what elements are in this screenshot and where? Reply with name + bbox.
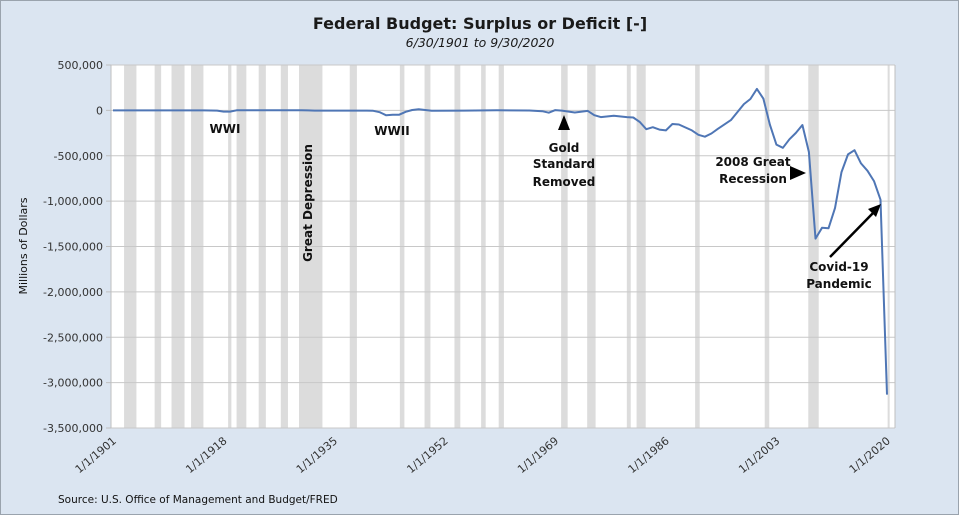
covid-arrow-icon [868, 204, 881, 217]
annotation-great-recession-line2: Recession [719, 172, 787, 186]
x-tick-label: 1/1/1935 [294, 434, 340, 476]
annotation-covid-line1: Covid-19 [809, 260, 868, 274]
x-tick-label: 1/1/2020 [847, 434, 893, 476]
y-tick-label: -3,000,000 [43, 377, 103, 390]
series-line-surplus-deficit [113, 87, 888, 395]
annotation-gold-standard-line2: Standard [533, 157, 595, 171]
covid-arrow-line [829, 210, 876, 258]
x-tick-label: 1/1/2003 [736, 434, 782, 476]
annotation-wwii: WWII [374, 124, 409, 138]
x-tick-label: 1/1/1969 [515, 434, 561, 476]
source-note: Source: U.S. Office of Management and Bu… [58, 494, 338, 506]
annotation-gold-standard-line3: Removed [533, 175, 596, 189]
y-tick-label: -2,500,000 [43, 331, 103, 344]
y-axis-ticks: 500,000 0 -500,000 -1,000,000 -1,500,000 -2,0… [43, 59, 111, 435]
great-recession-arrow-icon [790, 166, 806, 180]
x-tick-label: 1/1/1952 [404, 434, 450, 476]
annotation-gold-standard-line1: Gold [549, 141, 580, 155]
gold-standard-arrow-icon [558, 115, 570, 130]
x-axis-ticks: 1/1/1901 1/1/1918 1/1/1935 1/1/1952 1/1/1969… [73, 434, 893, 476]
annotation-great-recession-line1: 2008 Great [715, 155, 791, 169]
annotation-great-depression: Great Depression [301, 144, 315, 262]
x-tick-label: 1/1/1918 [183, 434, 229, 476]
y-tick-label: -3,500,000 [43, 422, 103, 435]
chart-subtitle: 6/30/1901 to 9/30/2020 [406, 35, 555, 50]
y-tick-label: 500,000 [58, 59, 104, 72]
y-tick-label: -1,500,000 [43, 241, 103, 254]
chart-title: Federal Budget: Surplus or Deficit [-] [313, 14, 647, 33]
y-tick-label: -1,000,000 [43, 195, 103, 208]
x-tick-label: 1/1/1986 [626, 434, 672, 476]
y-axis-label: Millions of Dollars [17, 197, 30, 294]
y-tick-label: -500,000 [54, 150, 103, 163]
annotation-wwi: WWI [210, 122, 241, 136]
y-tick-label: 0 [96, 104, 103, 117]
y-tick-label: -2,000,000 [43, 286, 103, 299]
annotation-covid-line2: Pandemic [806, 277, 872, 291]
x-tick-label: 1/1/1901 [73, 434, 119, 476]
